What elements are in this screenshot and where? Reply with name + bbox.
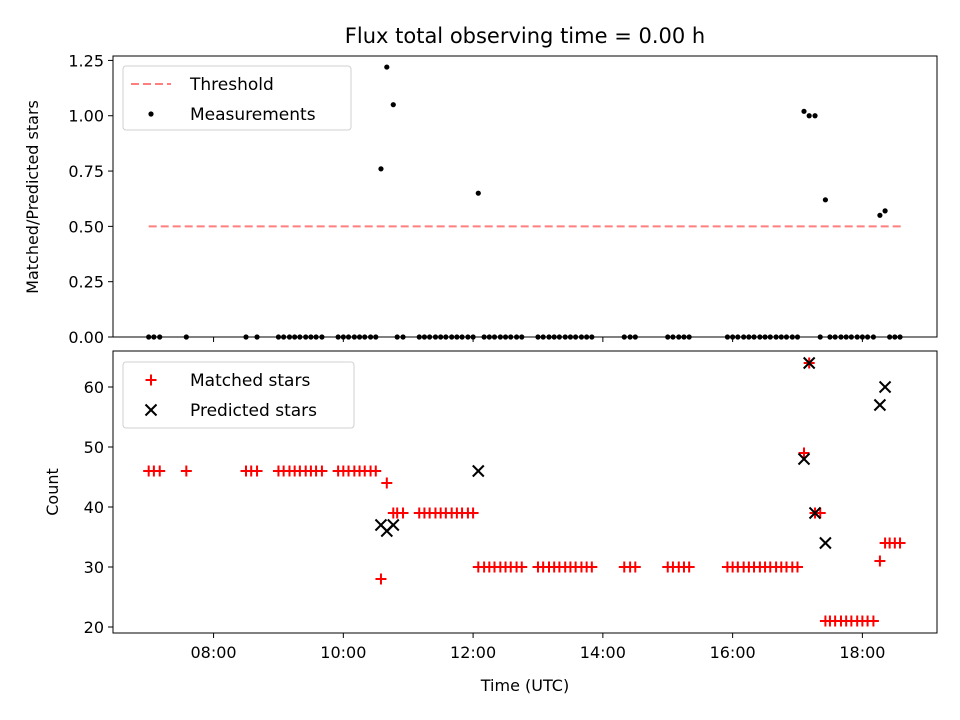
bottom-y-tick-label: 40 xyxy=(84,498,104,517)
measurement-point xyxy=(384,64,390,70)
bottom-x-tick-label: 12:00 xyxy=(450,643,496,662)
matched-star-marker xyxy=(467,507,479,519)
matched-star-marker xyxy=(375,573,387,585)
measurement-point xyxy=(475,190,481,196)
x-axis-label: Time (UTC) xyxy=(480,676,569,695)
matched-star-marker xyxy=(397,507,409,519)
measurement-point xyxy=(378,166,384,172)
matched-star-marker xyxy=(683,561,695,573)
top-y-tick-label: 1.25 xyxy=(68,51,104,70)
measurement-point xyxy=(801,108,807,114)
predicted-star-marker xyxy=(878,380,892,394)
measurement-point xyxy=(390,102,396,108)
matched-stars-points xyxy=(143,357,906,627)
bottom-y-tick-label: 20 xyxy=(84,618,104,637)
matched-star-marker xyxy=(867,615,879,627)
matched-star-marker xyxy=(586,561,598,573)
matched-star-marker xyxy=(370,465,382,477)
bottom-y-axis-ticks: 20 30 40 50 60 xyxy=(84,378,113,637)
legend-predicted-swatch xyxy=(144,403,158,417)
bottom-plot-frame xyxy=(112,350,938,634)
bottom-x-tick-label: 14:00 xyxy=(580,643,626,662)
predicted-star-marker xyxy=(802,356,816,370)
bottom-y-tick-label: 50 xyxy=(84,438,104,457)
bottom-x-tick-label: 18:00 xyxy=(839,643,885,662)
predicted-star-marker xyxy=(472,464,485,478)
legend-matched-swatch xyxy=(145,374,157,386)
predicted-star-marker xyxy=(819,536,832,550)
predicted-star-marker xyxy=(808,506,822,520)
measurement-point xyxy=(877,212,883,218)
top-legend-box xyxy=(122,65,352,131)
bottom-legend-box xyxy=(122,361,355,429)
top-x-axis-ticks xyxy=(213,337,863,342)
top-y-axis-ticks: 0.00 0.25 0.50 0.75 1.00 1.25 xyxy=(68,51,113,347)
legend-predicted-label: Predicted stars xyxy=(190,401,317,421)
chart-title: Flux total observing time = 0.00 h xyxy=(345,24,705,48)
legend-measurements-label: Measurements xyxy=(190,105,316,125)
top-y-tick-label: 0.00 xyxy=(68,328,104,347)
matched-star-marker xyxy=(381,477,393,489)
matched-star-marker xyxy=(629,561,641,573)
top-y-tick-label: 0.25 xyxy=(68,273,104,292)
measurement-point xyxy=(822,197,829,203)
top-legend: Threshold Measurements xyxy=(122,65,352,131)
measurement-point xyxy=(882,208,888,214)
top-y-tick-label: 0.50 xyxy=(68,217,104,236)
top-y-tick-label: 0.75 xyxy=(68,162,104,181)
matched-star-marker xyxy=(251,465,263,477)
measurement-point xyxy=(812,113,818,119)
matched-star-marker xyxy=(874,555,886,567)
count-panel: 20 30 40 50 60 08:00 10:00 12:00 14:00 16:00 18:0… xyxy=(43,350,938,695)
top-y-axis-label: Matched/Predicted stars xyxy=(23,100,42,294)
legend-threshold-label: Threshold xyxy=(189,75,274,95)
matched-star-marker xyxy=(792,561,804,573)
measurement-point xyxy=(806,113,812,119)
top-y-tick-label: 1.00 xyxy=(68,107,104,126)
predicted-star-marker xyxy=(387,518,400,532)
top-plot-frame xyxy=(112,55,938,338)
matched-star-marker xyxy=(516,561,528,573)
matched-star-marker xyxy=(316,465,328,477)
predicted-star-marker xyxy=(797,452,811,466)
matched-star-marker xyxy=(894,537,906,549)
bottom-x-tick-label: 16:00 xyxy=(710,643,756,662)
bottom-legend: Matched stars Predicted stars xyxy=(122,361,355,429)
legend-matched-label: Matched stars xyxy=(190,371,310,391)
bottom-y-tick-label: 60 xyxy=(84,378,104,397)
bottom-x-tick-label: 10:00 xyxy=(320,643,366,662)
bottom-x-axis-ticks: 08:00 10:00 12:00 14:00 16:00 18:00 xyxy=(191,633,885,662)
matched-star-marker xyxy=(154,465,166,477)
ratio-panel: Flux total observing time = 0.00 h 0.000… xyxy=(23,24,938,347)
matched-star-marker xyxy=(798,447,810,459)
legend-measurements-swatch xyxy=(148,111,154,117)
predicted-star-marker xyxy=(873,398,887,412)
matched-star-marker xyxy=(814,507,826,519)
bottom-y-tick-label: 30 xyxy=(84,558,104,577)
bottom-y-axis-label: Count xyxy=(43,468,62,516)
matched-star-marker xyxy=(180,465,192,477)
bottom-x-tick-label: 08:00 xyxy=(191,643,237,662)
predicted-stars-points xyxy=(374,356,892,550)
